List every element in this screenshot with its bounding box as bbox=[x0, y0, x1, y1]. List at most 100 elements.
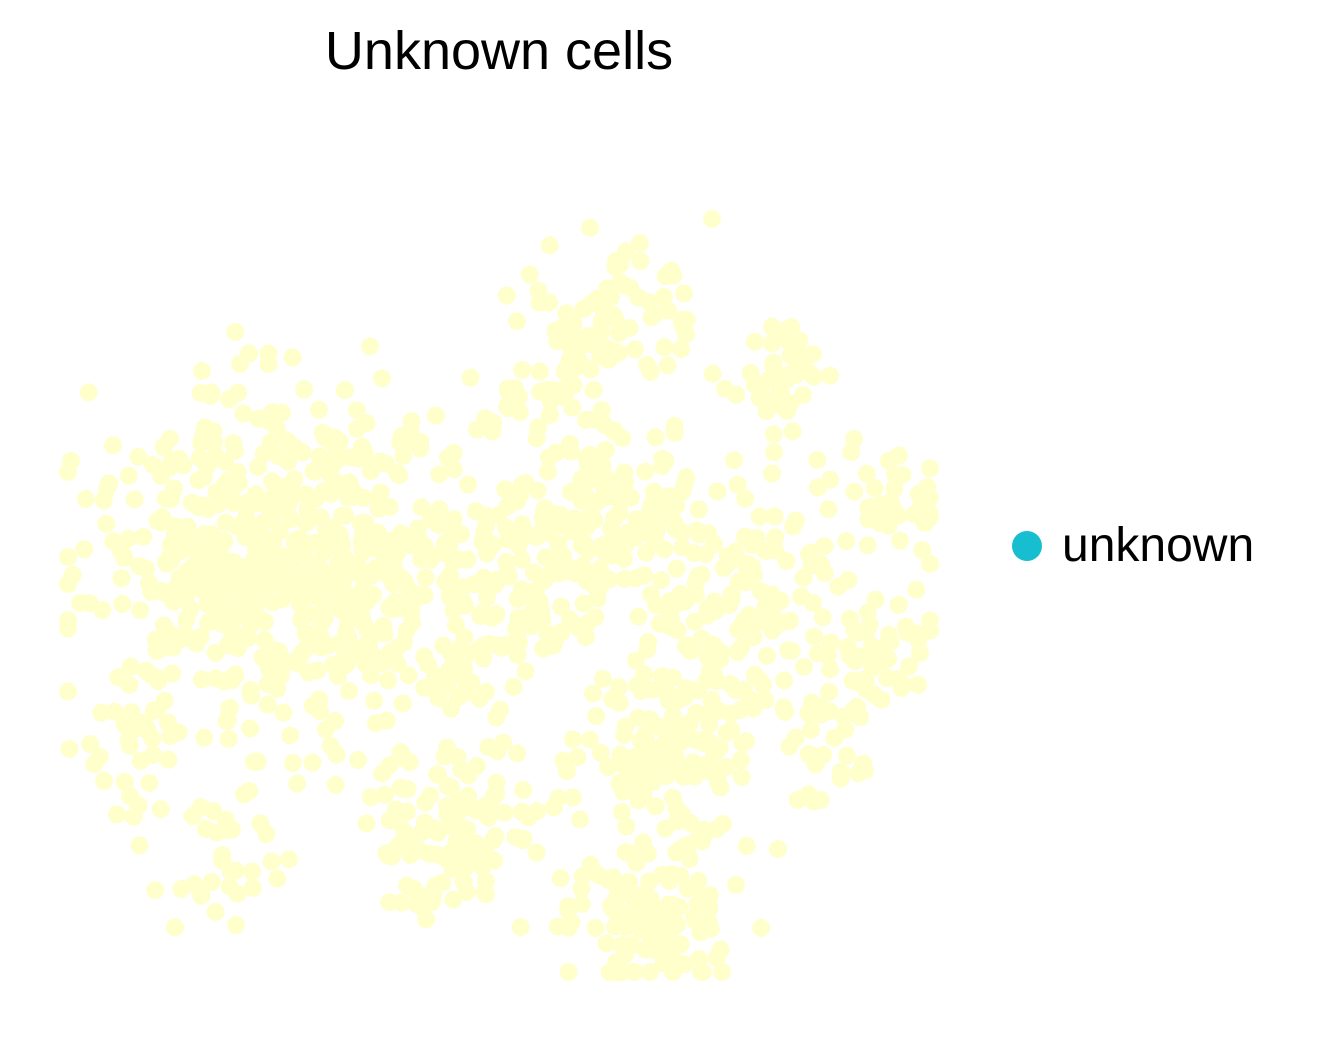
scatter-point bbox=[487, 784, 506, 803]
scatter-point bbox=[559, 323, 578, 341]
scatter-point bbox=[113, 595, 132, 614]
scatter-point bbox=[513, 515, 532, 534]
scatter-point bbox=[673, 523, 692, 542]
scatter-point bbox=[616, 717, 635, 736]
scatter-point bbox=[498, 397, 517, 416]
scatter-point bbox=[457, 883, 476, 901]
scatter-point bbox=[430, 465, 449, 484]
scatter-point bbox=[462, 673, 481, 692]
scatter-point bbox=[815, 564, 834, 583]
scatter-point bbox=[194, 581, 213, 600]
scatter-point bbox=[393, 694, 412, 713]
scatter-point bbox=[448, 747, 467, 766]
scatter-point bbox=[900, 657, 919, 676]
scatter-point bbox=[174, 456, 193, 475]
scatter-point bbox=[267, 641, 286, 660]
scatter-point bbox=[391, 778, 410, 797]
scatter-point bbox=[373, 369, 392, 388]
scatter-point bbox=[539, 462, 557, 481]
scatter-point bbox=[373, 654, 392, 672]
scatter-point bbox=[310, 690, 329, 709]
scatter-point bbox=[513, 830, 532, 849]
legend-swatch-unknown bbox=[1012, 531, 1042, 561]
scatter-point bbox=[459, 475, 478, 494]
scatter-point bbox=[692, 832, 711, 851]
scatter-point bbox=[448, 791, 467, 810]
scatter-point bbox=[476, 682, 495, 701]
scatter-point bbox=[766, 528, 785, 547]
scatter-point bbox=[540, 293, 559, 312]
scatter-point bbox=[582, 294, 601, 313]
scatter-point bbox=[312, 613, 331, 632]
scatter-point bbox=[327, 745, 346, 764]
scatter-point bbox=[705, 665, 724, 684]
scatter-point bbox=[581, 218, 599, 237]
scatter-point bbox=[444, 510, 463, 529]
scatter-point bbox=[672, 340, 691, 359]
scatter-point bbox=[59, 548, 77, 567]
scatter-point bbox=[829, 577, 848, 596]
scatter-point bbox=[562, 913, 581, 932]
scatter-point bbox=[440, 537, 459, 556]
scatter-point bbox=[591, 321, 610, 340]
scatter-point bbox=[100, 474, 119, 493]
scatter-point bbox=[681, 642, 700, 660]
scatter-point bbox=[610, 693, 629, 712]
scatter-point bbox=[338, 611, 357, 630]
scatter-point bbox=[258, 695, 277, 714]
scatter-point bbox=[727, 385, 746, 404]
scatter-point bbox=[658, 356, 677, 375]
scatter-point bbox=[283, 754, 302, 772]
scatter-point bbox=[119, 466, 138, 485]
scatter-point bbox=[237, 493, 256, 512]
scatter-point bbox=[559, 897, 578, 916]
scatter-point bbox=[731, 751, 750, 770]
scatter-point bbox=[63, 565, 82, 584]
scatter-point bbox=[360, 337, 379, 356]
scatter-point bbox=[484, 831, 503, 850]
scatter-point bbox=[159, 750, 178, 769]
scatter-point bbox=[541, 524, 560, 543]
scatter-point bbox=[654, 954, 673, 973]
scatter-point bbox=[563, 788, 582, 807]
scatter-point bbox=[692, 565, 711, 584]
scatter-point bbox=[596, 441, 615, 460]
scatter-point bbox=[620, 319, 639, 337]
scatter-point bbox=[572, 536, 591, 555]
scatter-point bbox=[896, 617, 915, 636]
scatter-point bbox=[563, 482, 582, 501]
scatter-point bbox=[285, 470, 304, 489]
scatter-point bbox=[274, 703, 293, 722]
scatter-point bbox=[316, 720, 335, 739]
scatter-point bbox=[616, 242, 635, 261]
scatter-point bbox=[439, 448, 458, 467]
scatter-point bbox=[388, 654, 407, 673]
scatter-point bbox=[520, 265, 539, 284]
scatter-point bbox=[119, 529, 138, 548]
scatter-point bbox=[631, 252, 650, 270]
scatter-point bbox=[744, 628, 763, 647]
scatter-point bbox=[837, 746, 856, 765]
scatter-point bbox=[235, 587, 254, 606]
scatter-point bbox=[577, 449, 596, 467]
scatter-point bbox=[298, 637, 317, 656]
scatter-point bbox=[636, 462, 655, 481]
scatter-point bbox=[288, 774, 307, 793]
scatter-point bbox=[253, 648, 272, 667]
scatter-point bbox=[95, 491, 113, 510]
scatter-point bbox=[671, 866, 690, 885]
scatter-point bbox=[487, 708, 506, 727]
scatter-point bbox=[270, 521, 289, 540]
scatter-point bbox=[151, 581, 170, 600]
scatter-point bbox=[593, 669, 612, 688]
scatter-point bbox=[813, 608, 832, 627]
scatter-point bbox=[375, 785, 394, 804]
scatter-point bbox=[530, 362, 549, 381]
scatter-point bbox=[762, 613, 781, 631]
scatter-point bbox=[913, 541, 932, 560]
scatter-point bbox=[589, 579, 608, 598]
scatter-point bbox=[416, 793, 435, 812]
scatter-point bbox=[279, 850, 298, 869]
scatter-point bbox=[610, 503, 629, 522]
